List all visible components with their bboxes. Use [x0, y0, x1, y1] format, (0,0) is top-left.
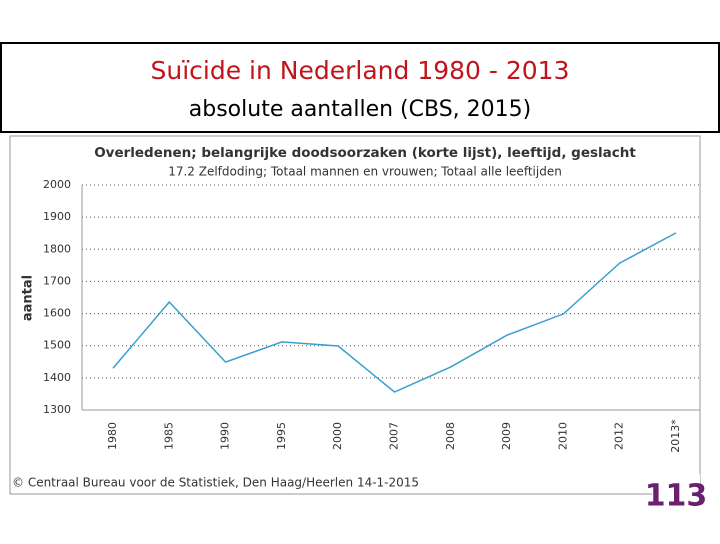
- y-tick-label: 1300: [43, 403, 71, 416]
- y-tick-label: 1400: [43, 371, 71, 384]
- x-tick-label: 2009: [500, 422, 513, 450]
- slide-subtitle: absolute aantallen (CBS, 2015): [189, 97, 531, 122]
- y-tick-label: 1600: [43, 307, 71, 320]
- x-tick-label: 1980: [106, 422, 119, 450]
- logo: 113: [645, 479, 708, 514]
- y-tick-label: 1900: [43, 210, 71, 223]
- y-tick-label: 2000: [43, 178, 71, 191]
- slide-title: Suïcide in Nederland 1980 - 2013: [151, 56, 570, 85]
- y-tick-label: 1800: [43, 242, 71, 255]
- x-tick-label: 2012: [613, 422, 626, 450]
- data-line: [112, 232, 677, 393]
- y-axis-label: aantal: [21, 275, 36, 321]
- source-note: © Centraal Bureau voor de Statistiek, De…: [12, 476, 419, 490]
- y-tick-label: 1700: [43, 274, 71, 287]
- y-tick-label: 1500: [43, 339, 71, 352]
- chart-frame: [9, 135, 701, 495]
- x-tick-label: 2000: [331, 422, 344, 450]
- title-box: [0, 42, 720, 133]
- x-tick-label: 1990: [219, 422, 232, 450]
- x-tick-label: 1985: [162, 422, 175, 450]
- x-tick-label: 2010: [556, 422, 569, 450]
- x-tick-label: 2008: [444, 422, 457, 450]
- chart-subtitle: 17.2 Zelfdoding; Totaal mannen en vrouwe…: [168, 165, 562, 179]
- chart-title: Overledenen; belangrijke doodsoorzaken (…: [94, 145, 636, 161]
- x-tick-label: 2013*: [669, 419, 682, 453]
- x-tick-label: 2007: [388, 422, 401, 450]
- logo-bg: [652, 474, 700, 518]
- x-tick-label: 1995: [275, 422, 288, 450]
